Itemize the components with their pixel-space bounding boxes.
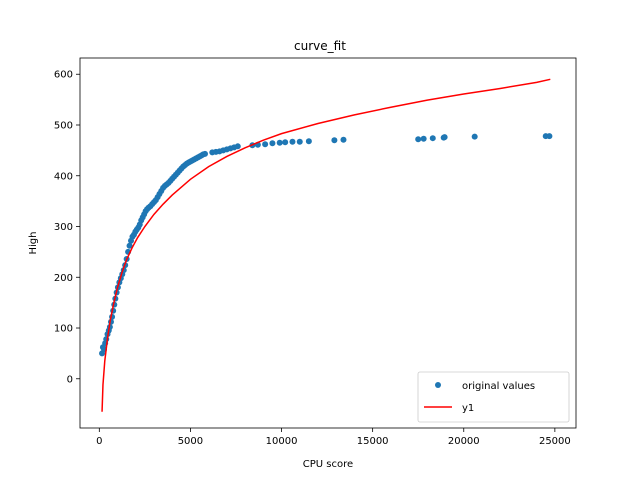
scatter-point-88	[429, 135, 436, 142]
scatter-point-86	[415, 136, 422, 143]
y-tick-label-100: 100	[54, 324, 73, 335]
x-tick-label-15000: 15000	[357, 436, 389, 447]
scatter-point-79	[276, 139, 283, 146]
x-tick-label-5000: 5000	[178, 436, 203, 447]
axes-frame	[79, 57, 577, 429]
scatter-point-81	[289, 138, 296, 145]
scatter-point-85	[340, 136, 347, 143]
legend-marker-original-values	[435, 382, 441, 388]
scatter-point-77	[262, 141, 269, 148]
y-tick-label-400: 400	[54, 171, 73, 182]
scatter-point-84	[331, 137, 338, 144]
scatter-point-83	[305, 138, 312, 145]
data-layer	[99, 78, 553, 412]
scatter-point-93	[546, 133, 553, 140]
scatter-point-80	[282, 139, 289, 146]
y-tick-label-200: 200	[54, 273, 73, 284]
scatter-point-74	[234, 143, 241, 150]
scatter-point-66	[202, 150, 208, 157]
scatter-point-82	[296, 138, 303, 145]
legend: original values y1	[417, 371, 570, 423]
y-tick-label-500: 500	[54, 120, 73, 131]
plot-area	[79, 57, 577, 429]
y-axis: 0 100 200 300 400 500 600	[54, 70, 80, 385]
scatter-point-78	[269, 140, 276, 147]
scatter-point-91	[471, 133, 478, 140]
x-tick-label-0: 0	[96, 436, 102, 447]
x-axis: 0 5000 10000 15000 20000 25000	[96, 428, 571, 447]
y-tick-label-300: 300	[54, 222, 73, 233]
legend-label-y1: y1	[462, 403, 474, 414]
chart-title: curve_fit	[294, 39, 346, 53]
y-tick-label-600: 600	[54, 70, 73, 81]
fit-line-y1	[101, 78, 551, 412]
scatter-point-22	[126, 242, 133, 249]
x-tick-label-20000: 20000	[448, 436, 480, 447]
y-axis-label: High	[28, 232, 39, 255]
scatter-point-90	[441, 134, 448, 141]
y-tick-label-0: 0	[67, 374, 73, 385]
legend-box	[417, 371, 570, 423]
x-tick-label-25000: 25000	[539, 436, 571, 447]
x-axis-label: CPU score	[303, 459, 353, 470]
legend-label-original-values: original values	[462, 381, 535, 392]
x-tick-label-10000: 10000	[266, 436, 298, 447]
scatter-point-87	[420, 135, 427, 142]
